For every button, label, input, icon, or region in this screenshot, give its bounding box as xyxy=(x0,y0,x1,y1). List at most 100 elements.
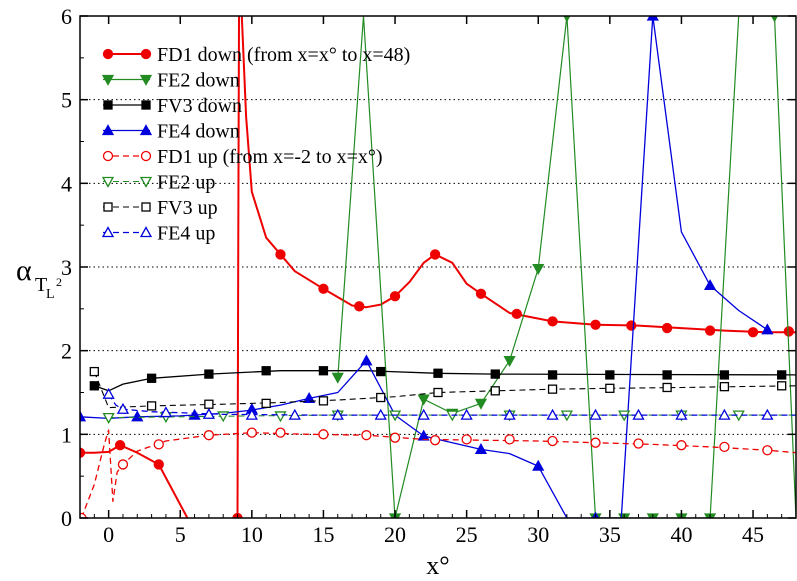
legend: FD1 down (from x=x° to x=48) FE2 down FV3 … xyxy=(101,44,410,245)
data-point xyxy=(116,402,130,414)
data-point xyxy=(102,387,115,399)
data-point xyxy=(511,308,522,320)
series-line xyxy=(80,444,189,518)
legend-item: FV3 up xyxy=(103,197,218,219)
data-point xyxy=(719,381,730,392)
data-point xyxy=(762,445,773,456)
series-4 xyxy=(89,366,796,392)
data-point xyxy=(303,392,316,404)
data-point xyxy=(532,264,545,276)
data-point xyxy=(131,410,144,422)
data-point xyxy=(783,326,794,337)
data-point xyxy=(547,316,558,327)
data-point xyxy=(204,399,214,409)
data-point xyxy=(275,249,286,260)
legend-item: FE4 up xyxy=(101,223,215,245)
x-tick-label: 40 xyxy=(670,522,692,547)
series-1 xyxy=(232,16,243,518)
data-point xyxy=(417,429,430,441)
data-point xyxy=(590,319,601,330)
series-line xyxy=(94,370,796,392)
x-tick-label: 25 xyxy=(456,522,478,547)
legend-label: FE2 up xyxy=(157,172,215,194)
data-point xyxy=(331,372,344,384)
data-point xyxy=(360,354,373,366)
data-point xyxy=(662,382,672,393)
x-tick-label: 5 xyxy=(175,522,186,547)
data-point xyxy=(719,441,730,453)
y-tick-label: 0 xyxy=(61,506,72,531)
data-point xyxy=(761,408,774,420)
legend-label: FV3 down xyxy=(157,95,242,117)
data-point xyxy=(361,430,372,441)
legend-marker xyxy=(103,100,113,110)
legend-label: FD1 down (from x=x° to x=48) xyxy=(157,44,410,66)
data-point xyxy=(490,386,500,396)
legend-label: FE4 up xyxy=(157,223,215,245)
y-axis-title-sup: 2 xyxy=(56,275,62,289)
data-point xyxy=(417,394,430,406)
data-point xyxy=(331,408,344,420)
data-point xyxy=(605,383,615,393)
x-tick-label: 20 xyxy=(384,522,406,547)
y-tick-label: 3 xyxy=(61,255,72,280)
data-point xyxy=(646,16,659,21)
data-point xyxy=(589,408,602,420)
data-point xyxy=(675,408,688,420)
legend-item: FE4 down xyxy=(101,121,240,143)
legend-marker xyxy=(102,150,114,162)
series-6 xyxy=(80,427,796,518)
data-point xyxy=(245,408,258,420)
series-line xyxy=(93,371,796,409)
data-point xyxy=(117,459,129,470)
data-point xyxy=(429,249,441,260)
y-axis-title-main: α xyxy=(16,254,32,287)
x-tick-label: 0 xyxy=(103,522,114,547)
data-point xyxy=(318,283,329,294)
data-point xyxy=(429,435,441,446)
y-tick-label: 5 xyxy=(61,88,72,113)
data-point xyxy=(703,279,717,291)
legend-marker xyxy=(139,226,153,238)
data-point xyxy=(274,411,287,423)
series-0 xyxy=(80,440,189,518)
data-point xyxy=(275,427,286,438)
x-tick-label: 30 xyxy=(527,522,549,547)
legend-marker xyxy=(139,124,153,136)
series-line xyxy=(236,16,240,518)
data-point xyxy=(318,396,329,406)
data-point xyxy=(153,459,164,470)
legend-label: FV3 up xyxy=(157,197,218,219)
y-tick-label: 1 xyxy=(61,422,72,447)
data-point xyxy=(417,408,430,420)
data-point xyxy=(747,327,759,338)
data-point xyxy=(376,392,386,403)
data-point xyxy=(146,373,157,383)
data-point xyxy=(546,408,559,420)
y-axis-title: α T L 2 xyxy=(16,254,62,302)
series-8 xyxy=(89,366,796,411)
data-point xyxy=(318,429,329,440)
data-point xyxy=(80,410,87,422)
data-point xyxy=(626,320,637,331)
data-point xyxy=(662,370,672,380)
series-2 xyxy=(240,16,796,338)
data-point xyxy=(89,366,99,377)
data-point xyxy=(503,408,516,420)
data-point xyxy=(661,322,673,334)
y-tick-label: 4 xyxy=(61,171,72,196)
data-point xyxy=(80,512,87,518)
x-tick-label: 35 xyxy=(599,522,621,547)
data-point xyxy=(474,443,488,455)
data-point xyxy=(474,398,488,410)
data-point xyxy=(632,408,645,420)
data-point xyxy=(374,408,387,420)
data-point xyxy=(633,438,644,449)
x-axis-title: x° xyxy=(426,551,449,580)
legend-marker xyxy=(139,176,153,188)
data-point xyxy=(389,291,401,302)
x-tick-label: 45 xyxy=(742,522,764,547)
legend-item: FD1 down (from x=x° to x=48) xyxy=(102,44,410,66)
data-point xyxy=(153,439,164,450)
